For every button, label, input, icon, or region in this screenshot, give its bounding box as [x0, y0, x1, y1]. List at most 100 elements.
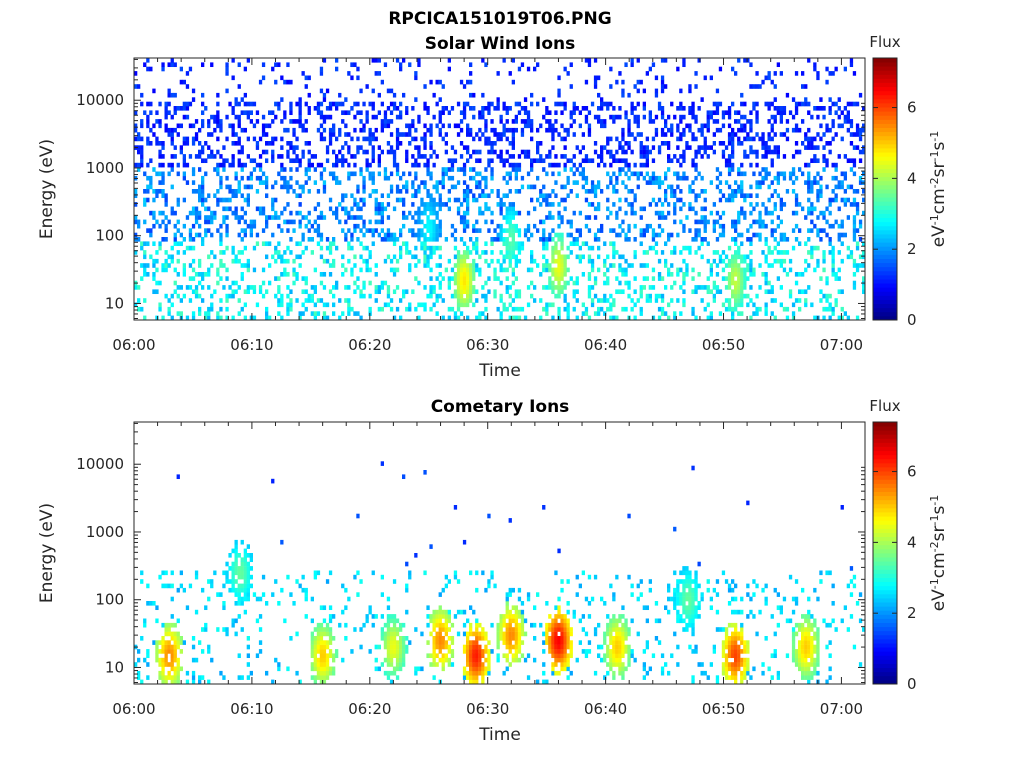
- heatmap-cell: [207, 596, 211, 602]
- heatmap-cell: [773, 228, 777, 233]
- heatmap-cell: [286, 245, 290, 251]
- heatmap-cell: [654, 250, 659, 255]
- heatmap-cell: [737, 245, 741, 251]
- heatmap-cell: [444, 106, 448, 111]
- heatmap-cell: [173, 675, 177, 680]
- heatmap-cell: [825, 79, 829, 85]
- heatmap-cell: [158, 640, 162, 645]
- heatmap-cell: [484, 184, 488, 190]
- heatmap-cell: [274, 101, 278, 107]
- heatmap-cell: [341, 193, 345, 199]
- heatmap-cell: [539, 315, 543, 321]
- heatmap-cell: [170, 662, 174, 667]
- heatmap-cell: [164, 114, 168, 120]
- heatmap-cell: [505, 110, 509, 116]
- heatmap-cell: [261, 180, 266, 185]
- heatmap-cell: [721, 276, 726, 281]
- heatmap-cell: [173, 636, 177, 641]
- heatmap-cell: [676, 171, 680, 177]
- heatmap-cell: [389, 614, 394, 619]
- heatmap-cell: [164, 101, 168, 107]
- heatmap-cell: [633, 162, 637, 168]
- heatmap-cell: [469, 644, 473, 650]
- heatmap-cell: [773, 245, 777, 251]
- heatmap-cell: [432, 662, 436, 667]
- heatmap-cell: [862, 276, 866, 281]
- heatmap-cell: [322, 679, 327, 685]
- heatmap-cell: [386, 622, 391, 628]
- heatmap-cell: [332, 123, 336, 129]
- heatmap-cell: [758, 210, 762, 216]
- heatmap-cell: [862, 189, 866, 194]
- heatmap-cell: [386, 644, 391, 650]
- heatmap-cell: [496, 237, 500, 242]
- heatmap-cell: [755, 232, 759, 238]
- heatmap-cell: [164, 197, 168, 203]
- heatmap-cell: [252, 167, 257, 172]
- heatmap-cell: [703, 141, 707, 146]
- heatmap-cell: [307, 158, 311, 164]
- heatmap-cell: [347, 149, 351, 155]
- heatmap-cell: [657, 315, 662, 321]
- heatmap-cell: [581, 241, 585, 247]
- heatmap-cell: [636, 132, 640, 137]
- heatmap-cell: [526, 302, 531, 308]
- heatmap-cell: [478, 649, 482, 654]
- heatmap-cell: [271, 158, 275, 164]
- heatmap-cell: [444, 237, 448, 242]
- heatmap-cell: [188, 66, 193, 72]
- heatmap-cell: [243, 66, 247, 72]
- heatmap-cell: [466, 298, 470, 303]
- heatmap-cell: [453, 245, 458, 251]
- heatmap-cell: [761, 136, 765, 142]
- heatmap-cell: [804, 289, 808, 295]
- heatmap-cell: [557, 293, 561, 299]
- colorbar-step: [873, 229, 897, 235]
- heatmap-cell: [344, 219, 348, 225]
- heatmap-cell: [469, 62, 473, 68]
- heatmap-cell: [472, 285, 476, 290]
- heatmap-cell: [764, 241, 768, 247]
- heatmap-cell: [182, 162, 186, 168]
- heatmap-cell: [600, 97, 604, 102]
- heatmap-cell: [679, 101, 683, 107]
- heatmap-cell: [322, 136, 327, 142]
- heatmap-cell: [804, 84, 808, 89]
- heatmap-cell: [840, 171, 844, 177]
- heatmap-cell: [618, 167, 622, 172]
- heatmap-cell: [137, 237, 141, 242]
- heatmap-cell: [173, 237, 177, 242]
- heatmap-cell: [237, 158, 241, 164]
- heatmap-cell: [289, 636, 293, 641]
- heatmap-cell: [429, 267, 433, 273]
- heatmap-cell: [286, 574, 290, 580]
- heatmap-cell: [389, 119, 394, 124]
- heatmap-cell: [737, 250, 741, 255]
- heatmap-cell: [469, 280, 473, 286]
- heatmap-cell: [734, 289, 738, 295]
- heatmap-cell: [237, 311, 241, 316]
- heatmap-cell: [365, 614, 369, 619]
- heatmap-cell: [840, 232, 844, 238]
- heatmap-cell: [478, 114, 482, 120]
- heatmap-cell: [676, 145, 680, 150]
- heatmap-cell: [478, 206, 482, 212]
- heatmap-cell: [152, 272, 156, 277]
- heatmap-cell: [563, 267, 567, 273]
- heatmap-cell: [664, 241, 668, 247]
- heatmap-cell: [694, 285, 698, 290]
- heatmap-cell: [502, 258, 506, 264]
- heatmap-cell: [575, 315, 579, 321]
- heatmap-cell: [198, 154, 202, 159]
- heatmap-cell: [560, 237, 564, 242]
- heatmap-cell: [703, 306, 707, 312]
- heatmap-cell: [231, 162, 235, 168]
- heatmap-cell: [389, 184, 394, 190]
- heatmap-cell: [603, 145, 607, 150]
- heatmap-cell: [862, 210, 866, 216]
- heatmap-cell: [511, 145, 515, 150]
- heatmap-cell: [849, 123, 854, 129]
- heatmap-cell: [350, 75, 354, 81]
- heatmap-cell: [134, 71, 138, 76]
- heatmap-cell: [368, 132, 372, 137]
